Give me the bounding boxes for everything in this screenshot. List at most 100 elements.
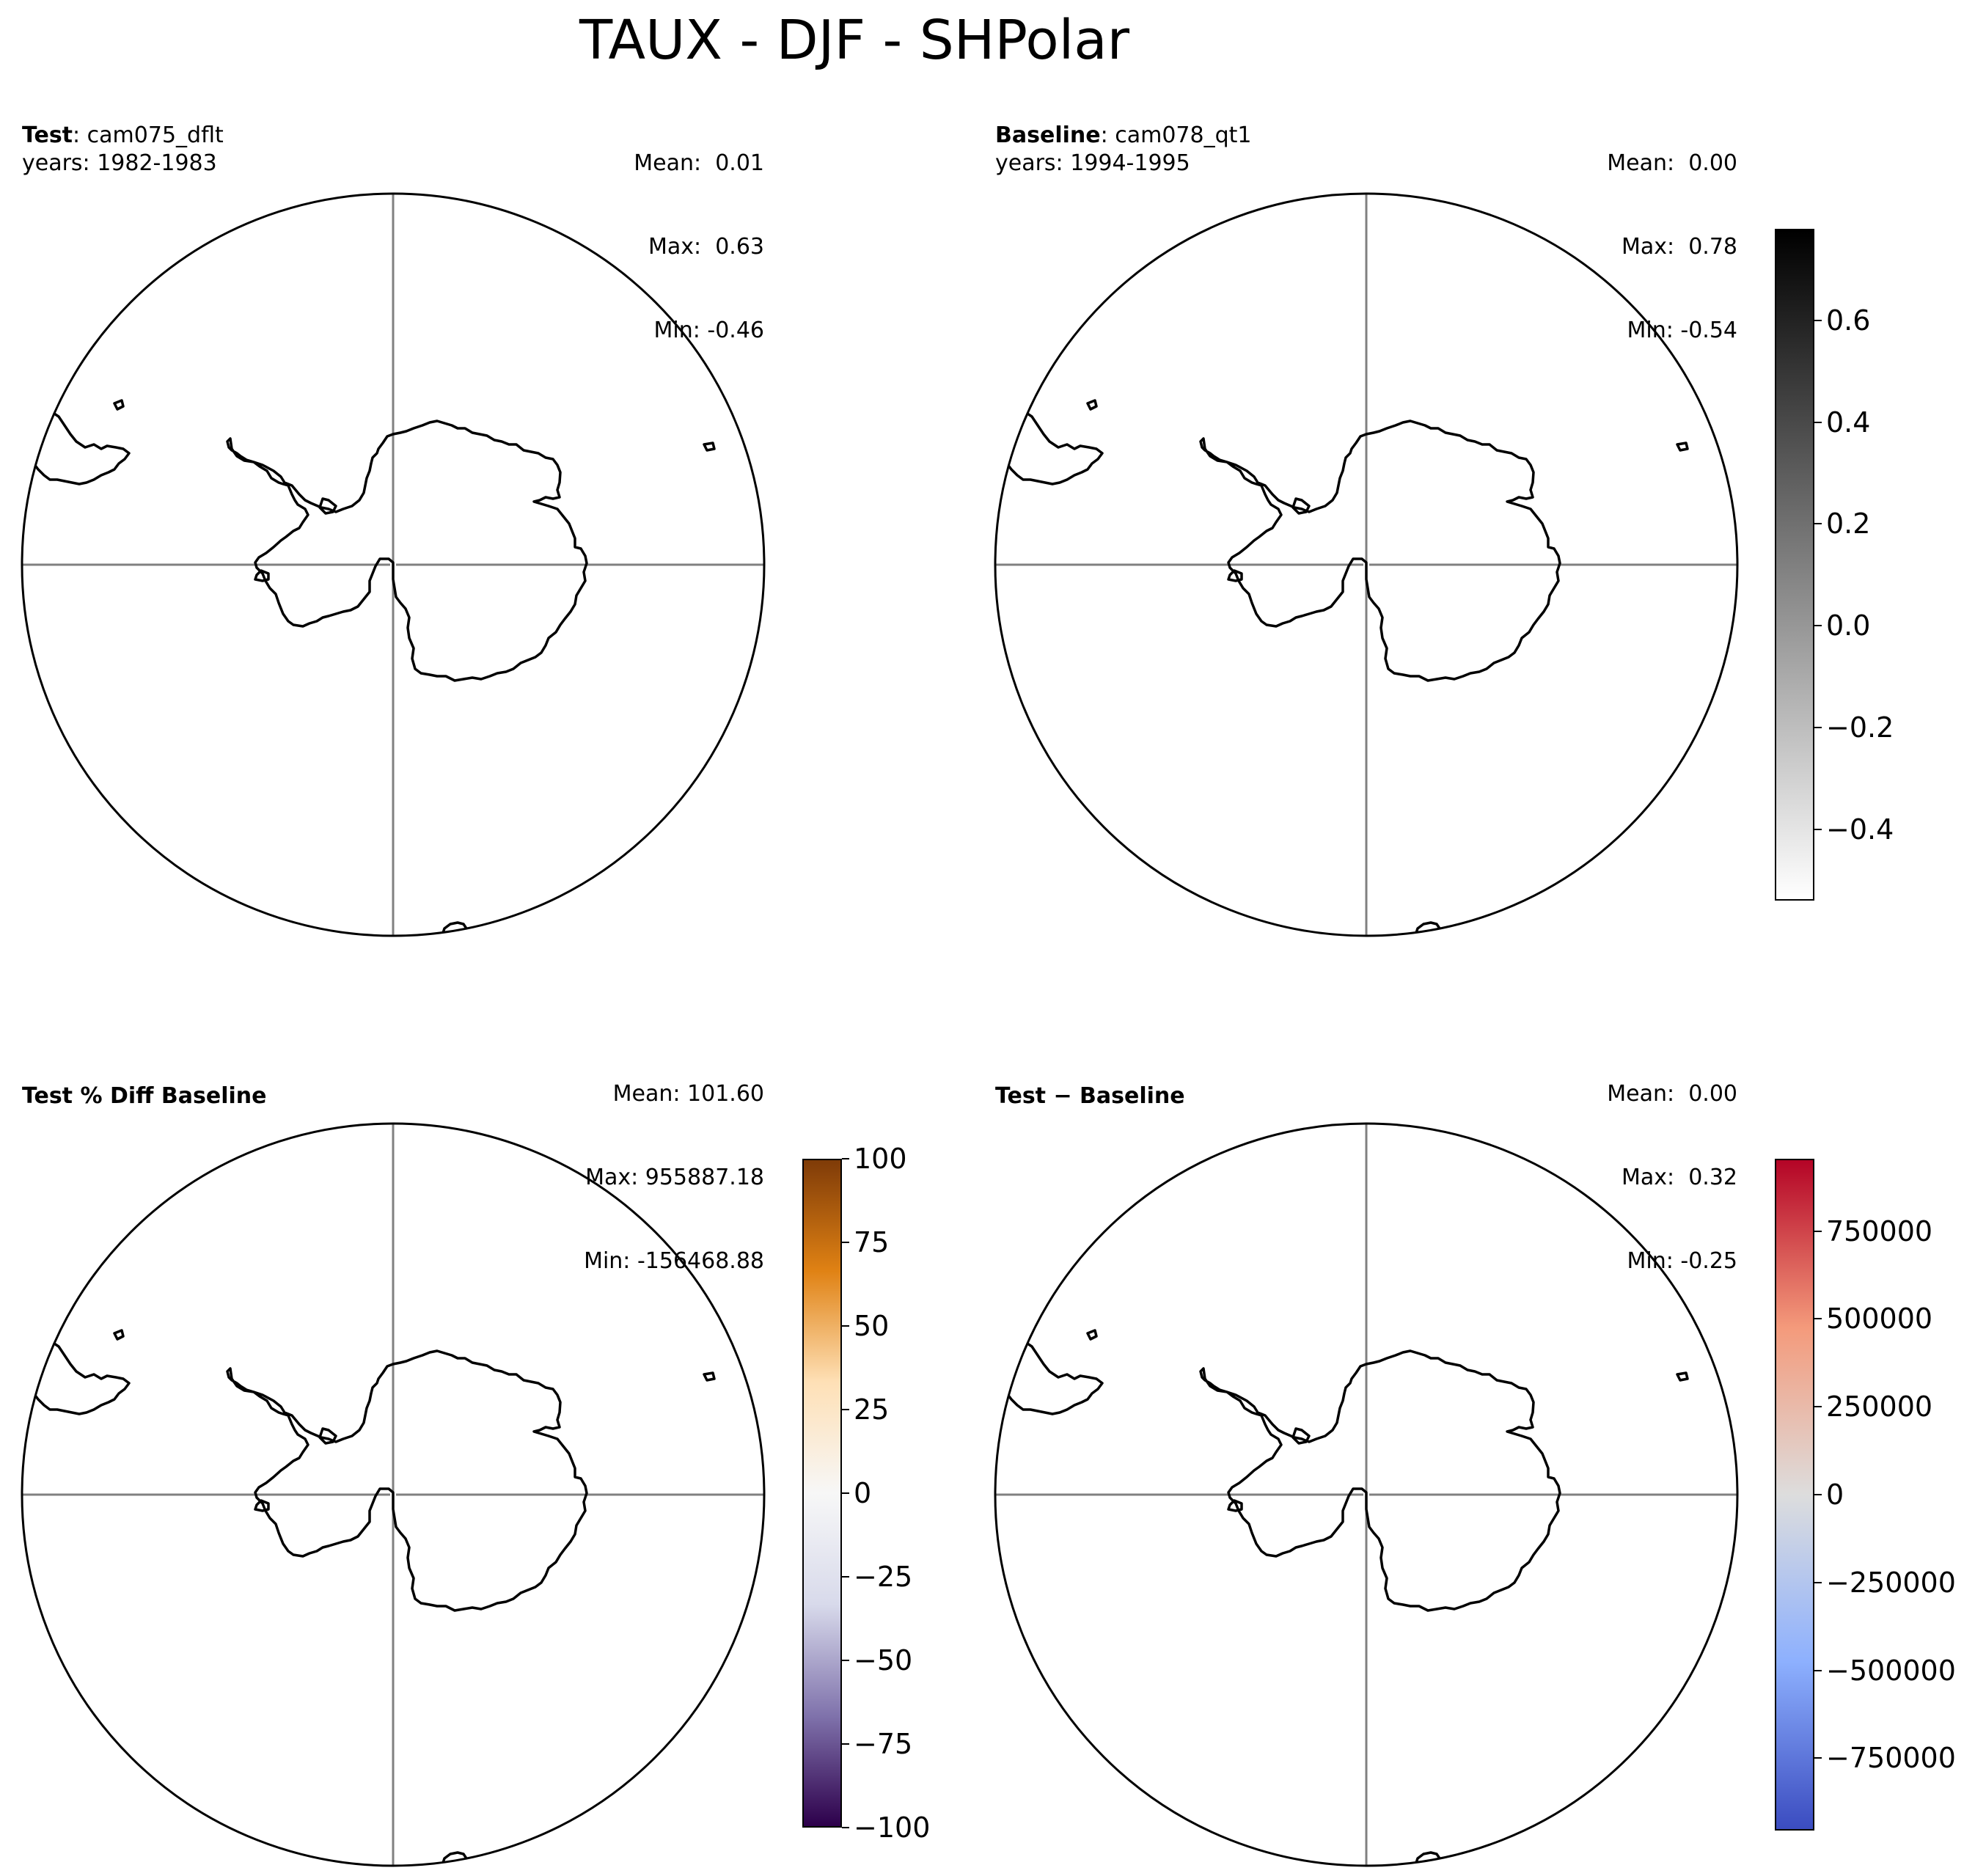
colorbar-tick-mark: [842, 1409, 849, 1410]
colorbar-tick-mark: [842, 1158, 849, 1159]
colorbar-tick-label: 500000: [1826, 1302, 1933, 1335]
falkland-coastline: [113, 1329, 125, 1341]
colorbar-tick-label: 75: [854, 1226, 890, 1258]
falkland-coastline: [113, 399, 125, 411]
coolwarm-colorbar: 750000 500000 250000 0 −250000 −500000 −750000: [1775, 1159, 1956, 1831]
colorbar-gradient: [1775, 1159, 1814, 1831]
baseline-stats: Mean: 0.00 Max: 0.78 Min: -0.54: [1607, 94, 1737, 373]
test-panel-label: Test: cam075_dflt years: 1982-1983: [22, 122, 224, 177]
antarctica-island-coastline: [254, 1499, 270, 1512]
figure-title: TAUX - DJF - SHPolar: [579, 9, 1129, 72]
baseline-years: years: 1994-1995: [995, 150, 1190, 176]
island-coastline: [703, 441, 716, 452]
colorbar-tick-mark: [1814, 319, 1822, 321]
colorbar-tick-mark: [1814, 1406, 1822, 1408]
antarctica-island-coastline: [1227, 1499, 1243, 1512]
colorbar-gradient: [1775, 229, 1814, 901]
peninsula-island-coastline: [1291, 1427, 1311, 1445]
test-min: Min: -0.46: [653, 318, 765, 343]
south-america-coastline: [29, 1339, 131, 1415]
south-america-coastline: [1003, 1339, 1104, 1415]
colorbar-tick-label: −0.4: [1826, 813, 1894, 846]
colorbar-tick-label: 25: [854, 1393, 890, 1426]
map-boundary: [994, 192, 1739, 937]
colorbar-tick-label: −500000: [1826, 1654, 1956, 1687]
falkland-coastline: [1086, 1329, 1098, 1341]
baseline-label-bold: Baseline: [995, 122, 1101, 148]
puor-colorbar: 100 75 50 25 0 −25 −50 −75 −100: [802, 1145, 930, 1842]
diff-map: [994, 1122, 1739, 1867]
colorbar-tick-label: 0: [854, 1477, 872, 1509]
island-coastline: [1676, 441, 1689, 452]
test-stats: Mean: 0.01 Max: 0.63 Min: -0.46: [634, 94, 764, 373]
falkland-coastline: [1086, 399, 1098, 411]
colorbar-tick-label: −50: [854, 1644, 913, 1677]
colorbar-tick-mark: [842, 1325, 849, 1327]
colorbar-tick-mark: [1814, 1494, 1822, 1495]
colorbar-tick-label: 50: [854, 1310, 890, 1342]
grey-colorbar: 0.6 0.4 0.2 0.0 −0.2 −0.4: [1775, 229, 1894, 901]
antarctica-coastline: [226, 1349, 588, 1612]
colorbar-tick-mark: [1814, 625, 1822, 627]
colorbar-tick-mark: [842, 1660, 849, 1661]
pctdiff-max: Max: 955887.18: [585, 1165, 764, 1190]
colorbar-tick-label: −25: [854, 1561, 913, 1593]
island-coastline: [703, 1371, 716, 1382]
pctdiff-mean: Mean: 101.60: [612, 1081, 764, 1107]
colorbar-tick-label: −0.2: [1826, 711, 1894, 744]
colorbar-tick-mark: [842, 1827, 849, 1828]
colorbar-tick-label: −250000: [1826, 1566, 1956, 1599]
coastlines: [1003, 399, 1689, 936]
antarctica-coastline: [1199, 1349, 1561, 1612]
peninsula-island-coastline: [318, 1427, 337, 1445]
pctdiff-label-bold: Test % Diff Baseline: [22, 1083, 267, 1109]
colorbar-tick-mark: [842, 1576, 849, 1578]
baseline-map: [994, 192, 1739, 937]
test-label-case: : cam075_dflt: [73, 122, 224, 148]
test-mean: Mean: 0.01: [634, 150, 764, 176]
pctdiff-stats: Mean: 101.60 Max: 955887.18 Min: -156468…: [584, 1025, 764, 1303]
colorbar-tick-label: 0.2: [1826, 508, 1871, 541]
coastlines: [1003, 1329, 1689, 1866]
coastlines: [29, 1329, 716, 1866]
colorbar-tick-label: 0.0: [1826, 609, 1871, 642]
test-label-bold: Test: [22, 122, 73, 148]
diff-max: Max: 0.32: [1622, 1165, 1737, 1190]
colorbar-tick-mark: [1814, 727, 1822, 729]
antarctica-island-coastline: [254, 569, 270, 582]
baseline-panel-label: Baseline: cam078_qt1 years: 1994-1995: [995, 122, 1252, 177]
island-coastline: [1676, 1371, 1689, 1382]
test-max: Max: 0.63: [648, 234, 764, 260]
test-map: [21, 192, 766, 937]
diff-stats: Mean: 0.00 Max: 0.32 Min: -0.25: [1607, 1025, 1737, 1303]
baseline-max: Max: 0.78: [1622, 234, 1737, 260]
baseline-min: Min: -0.54: [1627, 318, 1738, 343]
colorbar-tick-mark: [842, 1743, 849, 1745]
pctdiff-panel-label: Test % Diff Baseline: [22, 1082, 267, 1110]
antarctica-island-coastline: [1227, 569, 1243, 582]
colorbar-tick-label: 100: [854, 1143, 907, 1175]
colorbar-tick-mark: [1814, 1669, 1822, 1671]
colorbar-tick-label: 0: [1826, 1479, 1844, 1511]
peninsula-island-coastline: [318, 497, 337, 515]
colorbar-tick-label: 0.6: [1826, 304, 1871, 337]
south-america-coastline: [29, 409, 131, 486]
map-boundary: [994, 1122, 1739, 1867]
colorbar-tick-mark: [1814, 1581, 1822, 1583]
colorbar-tick-mark: [842, 1242, 849, 1243]
baseline-label-case: : cam078_qt1: [1100, 122, 1252, 148]
antarctica-coastline: [226, 419, 588, 682]
colorbar-tick-mark: [1814, 1230, 1822, 1232]
antarctica-coastline: [1199, 419, 1561, 682]
colorbar-tick-mark: [842, 1492, 849, 1494]
colorbar-gradient: [802, 1159, 842, 1828]
diff-mean: Mean: 0.00: [1607, 1081, 1737, 1107]
colorbar-tick-mark: [1814, 828, 1822, 830]
colorbar-tick-label: 250000: [1826, 1390, 1933, 1424]
map-boundary: [21, 192, 766, 937]
pctdiff-map: [21, 1122, 766, 1867]
colorbar-tick-mark: [1814, 421, 1822, 423]
colorbar-tick-label: −75: [854, 1728, 913, 1760]
colorbar-tick-mark: [1814, 1318, 1822, 1320]
diff-min: Min: -0.25: [1627, 1248, 1738, 1274]
